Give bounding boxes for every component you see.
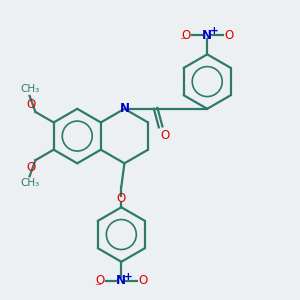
- Text: CH₃: CH₃: [20, 84, 39, 94]
- Text: N: N: [116, 274, 126, 287]
- Text: O: O: [27, 161, 36, 175]
- Text: O: O: [95, 274, 104, 287]
- Text: CH₃: CH₃: [20, 178, 39, 188]
- Text: O: O: [27, 98, 36, 111]
- Text: O: O: [138, 274, 148, 287]
- Text: N: N: [119, 102, 129, 115]
- Text: N: N: [202, 28, 212, 42]
- Text: ⁻: ⁻: [94, 281, 101, 294]
- Text: O: O: [181, 28, 190, 42]
- Text: O: O: [224, 28, 233, 42]
- Text: +: +: [124, 272, 133, 282]
- Text: +: +: [210, 26, 218, 36]
- Text: O: O: [161, 129, 170, 142]
- Text: O: O: [117, 192, 126, 206]
- Text: ⁻: ⁻: [180, 35, 187, 48]
